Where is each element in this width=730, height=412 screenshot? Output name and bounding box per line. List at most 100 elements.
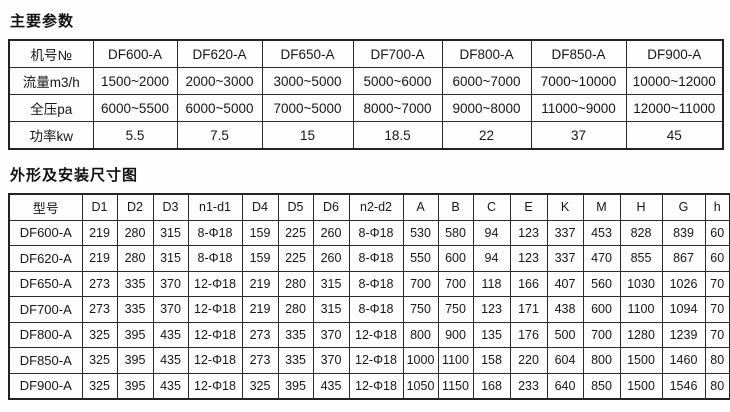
dimension-value-cell: 219 [81,245,118,272]
model-header-cell: DF650-A [261,39,354,68]
dimension-value-cell: 395 [116,372,154,400]
value-cell: 9000~8000 [441,94,532,122]
dimension-value-cell: 800 [402,321,439,348]
dimension-value-cell: 453 [582,219,621,246]
value-cell: 7.5 [176,121,263,150]
model-cell: DF650-A [8,270,83,297]
dimension-value-cell: 118 [472,270,511,297]
value-cell: 1500~2000 [92,67,178,95]
dimension-value-cell: 867 [661,245,706,272]
dimension-value-cell: 435 [152,372,189,400]
dimension-value-cell: 325 [81,321,118,348]
dimension-value-cell: 1150 [437,372,474,400]
row-label-cell: 流量m3/h [8,67,94,95]
dimensions-row: DF700-A 273 335 370 12-Φ18 219 280 315 8-Φ18 750 7… [8,296,730,323]
dimension-value-cell: 335 [277,347,314,374]
value-cell: 6000~7000 [441,67,532,95]
dimension-value-cell: 70 [704,296,730,323]
dimension-value-cell: 600 [582,296,621,323]
model-cell: DF700-A [8,296,83,323]
model-header-cell: DF900-A [625,39,724,68]
dimension-value-cell: 850 [582,372,621,400]
value-cell: 18.5 [352,121,443,150]
column-header-cell: D2 [116,193,154,221]
dimension-value-cell: 280 [277,296,314,323]
dimension-value-cell: 315 [312,296,350,323]
value-cell: 6000~5000 [176,94,263,122]
dimension-value-cell: 80 [704,347,730,374]
dimensions-row: DF650-A 273 335 370 12-Φ18 219 280 315 8-Φ18 700 7… [8,270,730,297]
dimension-value-cell: 260 [312,219,350,246]
dimension-value-cell: 260 [312,245,350,272]
dimension-value-cell: 123 [509,219,548,246]
column-header-cell: D1 [81,193,118,221]
column-header-cell: h [704,193,730,221]
column-header-cell: 型号 [8,193,83,221]
dimension-value-cell: 12-Φ18 [187,347,243,374]
dimension-value-cell: 335 [116,296,154,323]
dimension-value-cell: 273 [241,347,279,374]
dimension-value-cell: 123 [509,245,548,272]
dimension-value-cell: 750 [437,296,474,323]
dimension-value-cell: 1546 [661,372,706,400]
dimension-value-cell: 219 [241,270,279,297]
value-cell: 5.5 [92,121,178,150]
dimension-value-cell: 839 [661,219,706,246]
dimension-value-cell: 158 [472,347,511,374]
dimension-value-cell: 1030 [619,270,663,297]
dimension-value-cell: 12-Φ18 [187,372,243,400]
dimension-value-cell: 700 [582,321,621,348]
dimension-value-cell: 325 [81,372,118,400]
value-cell: 8000~7000 [352,94,443,122]
dimensions-row: DF900-A 325 395 435 12-Φ18 325 395 435 12-Φ18 105… [8,372,730,400]
column-header-cell: A [402,193,439,221]
dimension-value-cell: 60 [704,219,730,246]
model-cell: DF600-A [8,219,83,246]
dimension-value-cell: 70 [704,270,730,297]
dimension-value-cell: 550 [402,245,439,272]
value-cell: 10000~12000 [625,67,724,95]
dimension-value-cell: 560 [582,270,621,297]
main-parameters-title: 主要参数 [10,13,75,30]
dimension-value-cell: 273 [81,270,118,297]
dimensions-row: DF600-A 219 280 315 8-Φ18 159 225 260 8-Φ18 530 58… [8,219,730,246]
dimension-value-cell: 325 [81,347,118,374]
dimension-value-cell: 750 [402,296,439,323]
dimensions-row: DF850-A 325 395 435 12-Φ18 273 335 370 12-Φ18 100… [8,347,730,374]
column-header-cell: D4 [241,193,279,221]
column-header-cell: C [472,193,511,221]
dimension-value-cell: 280 [116,219,154,246]
dimension-value-cell: 600 [437,245,474,272]
dimension-value-cell: 435 [152,347,189,374]
column-header-cell: K [546,193,584,221]
dimension-value-cell: 12-Φ18 [187,296,243,323]
value-cell: 7000~10000 [530,67,627,95]
model-header-cell: DF620-A [176,39,263,68]
dimension-value-cell: 12-Φ18 [348,372,404,400]
dimension-value-cell: 123 [472,296,511,323]
dimension-value-cell: 70 [704,321,730,348]
dimension-value-cell: 700 [437,270,474,297]
dimension-value-cell: 325 [241,372,279,400]
dimension-value-cell: 700 [402,270,439,297]
dimension-value-cell: 315 [152,219,189,246]
dimension-value-cell: 337 [546,219,584,246]
dimensions-row: DF620-A 219 280 315 8-Φ18 159 225 260 8-Φ18 550 60… [8,245,730,272]
dimension-value-cell: 225 [277,245,314,272]
dimension-value-cell: 370 [312,347,350,374]
main-parameters-row: 功率kw 5.5 7.5 15 18.5 22 37 45 [8,121,724,150]
dimension-value-cell: 800 [582,347,621,374]
dimension-value-cell: 1026 [661,270,706,297]
value-cell: 11000~9000 [530,94,627,122]
dimension-value-cell: 395 [116,347,154,374]
dimension-value-cell: 395 [116,321,154,348]
dimension-value-cell: 1050 [402,372,439,400]
dimension-value-cell: 280 [277,270,314,297]
dimension-value-cell: 8-Φ18 [187,245,243,272]
dimension-value-cell: 370 [152,270,189,297]
value-cell: 5000~6000 [352,67,443,95]
dimension-value-cell: 94 [472,245,511,272]
dimension-value-cell: 1100 [619,296,663,323]
dimension-value-cell: 1460 [661,347,706,374]
